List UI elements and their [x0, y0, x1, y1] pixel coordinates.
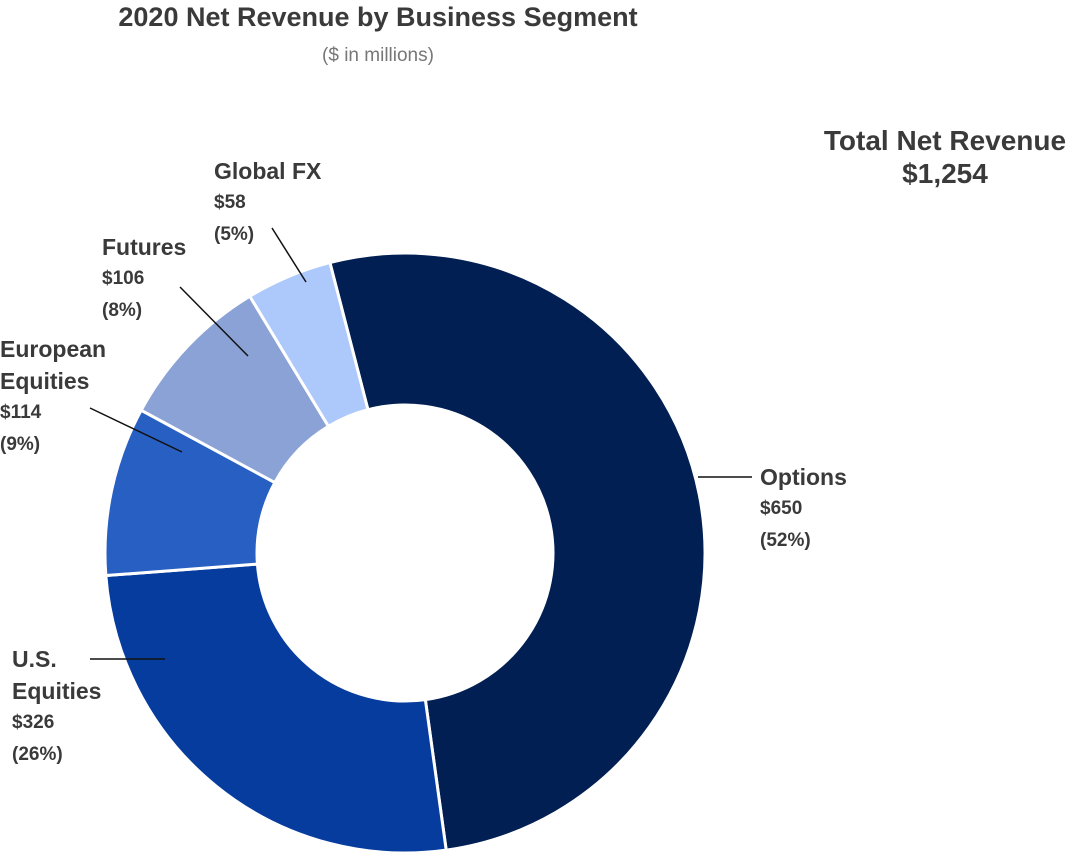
label-us-equities-value: $326 — [12, 712, 55, 733]
label-global-fx-value: $58 — [214, 192, 246, 213]
leader-line-global-fx — [271, 227, 307, 283]
total-value: $1,254 — [902, 158, 988, 189]
label-futures-pct: (8%) — [102, 300, 143, 321]
label-global-fx-pct: (5%) — [214, 224, 255, 245]
label-european-equities-value: $114 — [0, 402, 42, 423]
slice-u-s-equities — [104, 562, 448, 855]
label-european-equities-pct: (9%) — [0, 434, 41, 455]
label-options-name: Options — [760, 464, 847, 490]
label-us-equities-name-1: U.S. — [12, 646, 57, 672]
label-futures: Futures $106 (8%) — [102, 231, 186, 327]
label-futures-value: $106 — [102, 268, 145, 289]
label-european-equities: European Equities $114 (9%) — [0, 333, 106, 461]
label-us-equities-name-2: Equities — [12, 678, 102, 704]
label-european-equities-name-1: European — [0, 336, 107, 362]
chart-subtitle: ($ in millions) — [322, 45, 434, 66]
label-global-fx: Global FX $58 (5%) — [214, 155, 321, 251]
label-us-equities-pct: (26%) — [12, 744, 63, 765]
label-global-fx-name: Global FX — [214, 158, 322, 184]
label-options: Options $650 (52%) — [760, 461, 847, 557]
label-us-equities: U.S. Equities $326 (26%) — [12, 643, 101, 771]
total-label: Total Net Revenue — [823, 125, 1067, 156]
slice-global-fx — [247, 260, 370, 429]
leader-line-european-equities — [89, 407, 183, 453]
label-options-pct: (52%) — [760, 530, 811, 551]
slice-options — [328, 251, 707, 852]
total-net-revenue: Total Net Revenue $1,254 — [810, 124, 1080, 190]
label-futures-name: Futures — [102, 234, 187, 260]
leader-line-futures — [179, 286, 249, 357]
label-european-equities-name-2: Equities — [0, 368, 90, 394]
label-options-value: $650 — [760, 498, 803, 519]
chart-title: 2020 Net Revenue by Business Segment — [118, 2, 638, 32]
